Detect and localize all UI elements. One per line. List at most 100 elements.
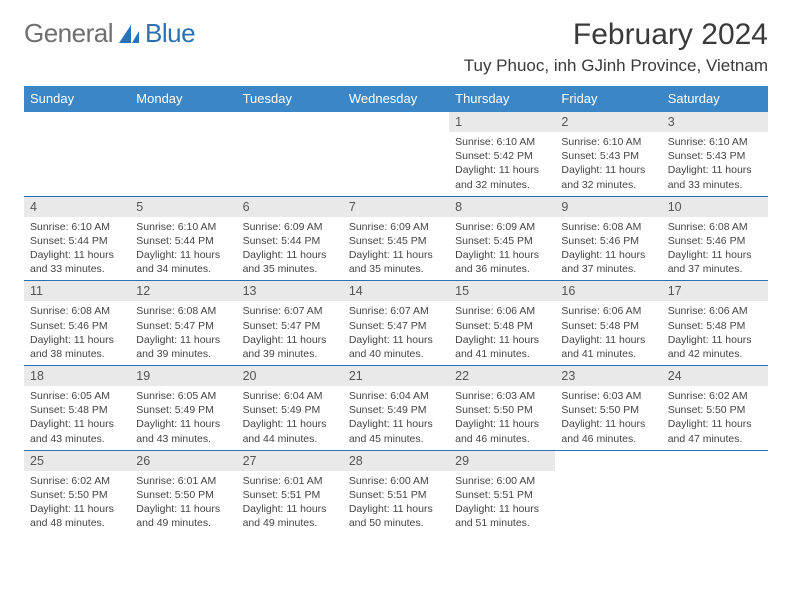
day-details: Sunrise: 6:10 AMSunset: 5:43 PMDaylight:… [555,132,661,196]
day-number: 14 [343,281,449,301]
day-cell: 5Sunrise: 6:10 AMSunset: 5:44 PMDaylight… [130,196,236,281]
day-cell: 17Sunrise: 6:06 AMSunset: 5:48 PMDayligh… [662,281,768,366]
day-cell: 4Sunrise: 6:10 AMSunset: 5:44 PMDaylight… [24,196,130,281]
day-cell [24,112,130,196]
day-details: Sunrise: 6:06 AMSunset: 5:48 PMDaylight:… [449,301,555,365]
day-cell: 20Sunrise: 6:04 AMSunset: 5:49 PMDayligh… [237,366,343,451]
day-details: Sunrise: 6:08 AMSunset: 5:46 PMDaylight:… [555,217,661,281]
table-row: 25Sunrise: 6:02 AMSunset: 5:50 PMDayligh… [24,450,768,534]
day-number: 18 [24,366,130,386]
day-cell: 16Sunrise: 6:06 AMSunset: 5:48 PMDayligh… [555,281,661,366]
day-cell: 7Sunrise: 6:09 AMSunset: 5:45 PMDaylight… [343,196,449,281]
day-details: Sunrise: 6:00 AMSunset: 5:51 PMDaylight:… [449,471,555,535]
table-row: 11Sunrise: 6:08 AMSunset: 5:46 PMDayligh… [24,281,768,366]
day-number: 9 [555,197,661,217]
day-number: 12 [130,281,236,301]
location-text: Tuy Phuoc, inh GJinh Province, Vietnam [464,56,768,76]
day-number: 3 [662,112,768,132]
day-cell: 1Sunrise: 6:10 AMSunset: 5:42 PMDaylight… [449,112,555,196]
table-row: 1Sunrise: 6:10 AMSunset: 5:42 PMDaylight… [24,112,768,196]
day-cell: 28Sunrise: 6:00 AMSunset: 5:51 PMDayligh… [343,450,449,534]
day-number: 1 [449,112,555,132]
day-number: 13 [237,281,343,301]
day-number: 16 [555,281,661,301]
day-details: Sunrise: 6:10 AMSunset: 5:44 PMDaylight:… [130,217,236,281]
day-header: Friday [555,86,661,112]
day-number: 11 [24,281,130,301]
day-details: Sunrise: 6:08 AMSunset: 5:47 PMDaylight:… [130,301,236,365]
logo-word-general: General [24,18,113,49]
day-header: Sunday [24,86,130,112]
day-header-row: Sunday Monday Tuesday Wednesday Thursday… [24,86,768,112]
day-details: Sunrise: 6:01 AMSunset: 5:50 PMDaylight:… [130,471,236,535]
day-number: 25 [24,451,130,471]
day-number: 26 [130,451,236,471]
day-cell: 24Sunrise: 6:02 AMSunset: 5:50 PMDayligh… [662,366,768,451]
day-number: 21 [343,366,449,386]
day-details: Sunrise: 6:04 AMSunset: 5:49 PMDaylight:… [343,386,449,450]
day-number: 22 [449,366,555,386]
day-details: Sunrise: 6:02 AMSunset: 5:50 PMDaylight:… [662,386,768,450]
day-cell [555,450,661,534]
day-cell: 11Sunrise: 6:08 AMSunset: 5:46 PMDayligh… [24,281,130,366]
day-cell: 18Sunrise: 6:05 AMSunset: 5:48 PMDayligh… [24,366,130,451]
day-cell: 2Sunrise: 6:10 AMSunset: 5:43 PMDaylight… [555,112,661,196]
calendar-table: Sunday Monday Tuesday Wednesday Thursday… [24,86,768,534]
day-details: Sunrise: 6:06 AMSunset: 5:48 PMDaylight:… [555,301,661,365]
day-number: 19 [130,366,236,386]
day-number: 17 [662,281,768,301]
calendar-body: 1Sunrise: 6:10 AMSunset: 5:42 PMDaylight… [24,112,768,534]
day-details: Sunrise: 6:05 AMSunset: 5:49 PMDaylight:… [130,386,236,450]
day-details: Sunrise: 6:09 AMSunset: 5:45 PMDaylight:… [449,217,555,281]
day-cell: 9Sunrise: 6:08 AMSunset: 5:46 PMDaylight… [555,196,661,281]
day-details: Sunrise: 6:09 AMSunset: 5:45 PMDaylight:… [343,217,449,281]
day-cell [237,112,343,196]
day-details: Sunrise: 6:10 AMSunset: 5:44 PMDaylight:… [24,217,130,281]
day-number: 4 [24,197,130,217]
day-details: Sunrise: 6:00 AMSunset: 5:51 PMDaylight:… [343,471,449,535]
page-title: February 2024 [464,18,768,52]
day-number: 29 [449,451,555,471]
day-header: Tuesday [237,86,343,112]
day-details: Sunrise: 6:01 AMSunset: 5:51 PMDaylight:… [237,471,343,535]
day-details: Sunrise: 6:03 AMSunset: 5:50 PMDaylight:… [555,386,661,450]
day-details: Sunrise: 6:02 AMSunset: 5:50 PMDaylight:… [24,471,130,535]
day-number: 15 [449,281,555,301]
day-header: Thursday [449,86,555,112]
day-header: Monday [130,86,236,112]
day-cell: 25Sunrise: 6:02 AMSunset: 5:50 PMDayligh… [24,450,130,534]
day-cell: 23Sunrise: 6:03 AMSunset: 5:50 PMDayligh… [555,366,661,451]
day-cell: 3Sunrise: 6:10 AMSunset: 5:43 PMDaylight… [662,112,768,196]
table-row: 18Sunrise: 6:05 AMSunset: 5:48 PMDayligh… [24,366,768,451]
day-cell: 8Sunrise: 6:09 AMSunset: 5:45 PMDaylight… [449,196,555,281]
day-number: 2 [555,112,661,132]
header: General Blue February 2024 Tuy Phuoc, in… [24,18,768,76]
day-details: Sunrise: 6:07 AMSunset: 5:47 PMDaylight:… [343,301,449,365]
day-details: Sunrise: 6:10 AMSunset: 5:42 PMDaylight:… [449,132,555,196]
day-cell: 6Sunrise: 6:09 AMSunset: 5:44 PMDaylight… [237,196,343,281]
day-details: Sunrise: 6:05 AMSunset: 5:48 PMDaylight:… [24,386,130,450]
day-cell: 21Sunrise: 6:04 AMSunset: 5:49 PMDayligh… [343,366,449,451]
day-details: Sunrise: 6:08 AMSunset: 5:46 PMDaylight:… [24,301,130,365]
day-details: Sunrise: 6:07 AMSunset: 5:47 PMDaylight:… [237,301,343,365]
day-number: 20 [237,366,343,386]
day-cell: 15Sunrise: 6:06 AMSunset: 5:48 PMDayligh… [449,281,555,366]
day-cell: 19Sunrise: 6:05 AMSunset: 5:49 PMDayligh… [130,366,236,451]
day-cell: 13Sunrise: 6:07 AMSunset: 5:47 PMDayligh… [237,281,343,366]
day-cell: 22Sunrise: 6:03 AMSunset: 5:50 PMDayligh… [449,366,555,451]
day-number: 5 [130,197,236,217]
day-number: 24 [662,366,768,386]
day-cell [662,450,768,534]
day-details: Sunrise: 6:04 AMSunset: 5:49 PMDaylight:… [237,386,343,450]
logo-sail-icon [117,23,143,45]
day-details: Sunrise: 6:09 AMSunset: 5:44 PMDaylight:… [237,217,343,281]
day-cell: 26Sunrise: 6:01 AMSunset: 5:50 PMDayligh… [130,450,236,534]
day-cell: 29Sunrise: 6:00 AMSunset: 5:51 PMDayligh… [449,450,555,534]
day-cell: 27Sunrise: 6:01 AMSunset: 5:51 PMDayligh… [237,450,343,534]
day-number: 27 [237,451,343,471]
table-row: 4Sunrise: 6:10 AMSunset: 5:44 PMDaylight… [24,196,768,281]
day-details: Sunrise: 6:06 AMSunset: 5:48 PMDaylight:… [662,301,768,365]
day-number: 10 [662,197,768,217]
logo-word-blue: Blue [145,18,195,49]
day-number: 23 [555,366,661,386]
